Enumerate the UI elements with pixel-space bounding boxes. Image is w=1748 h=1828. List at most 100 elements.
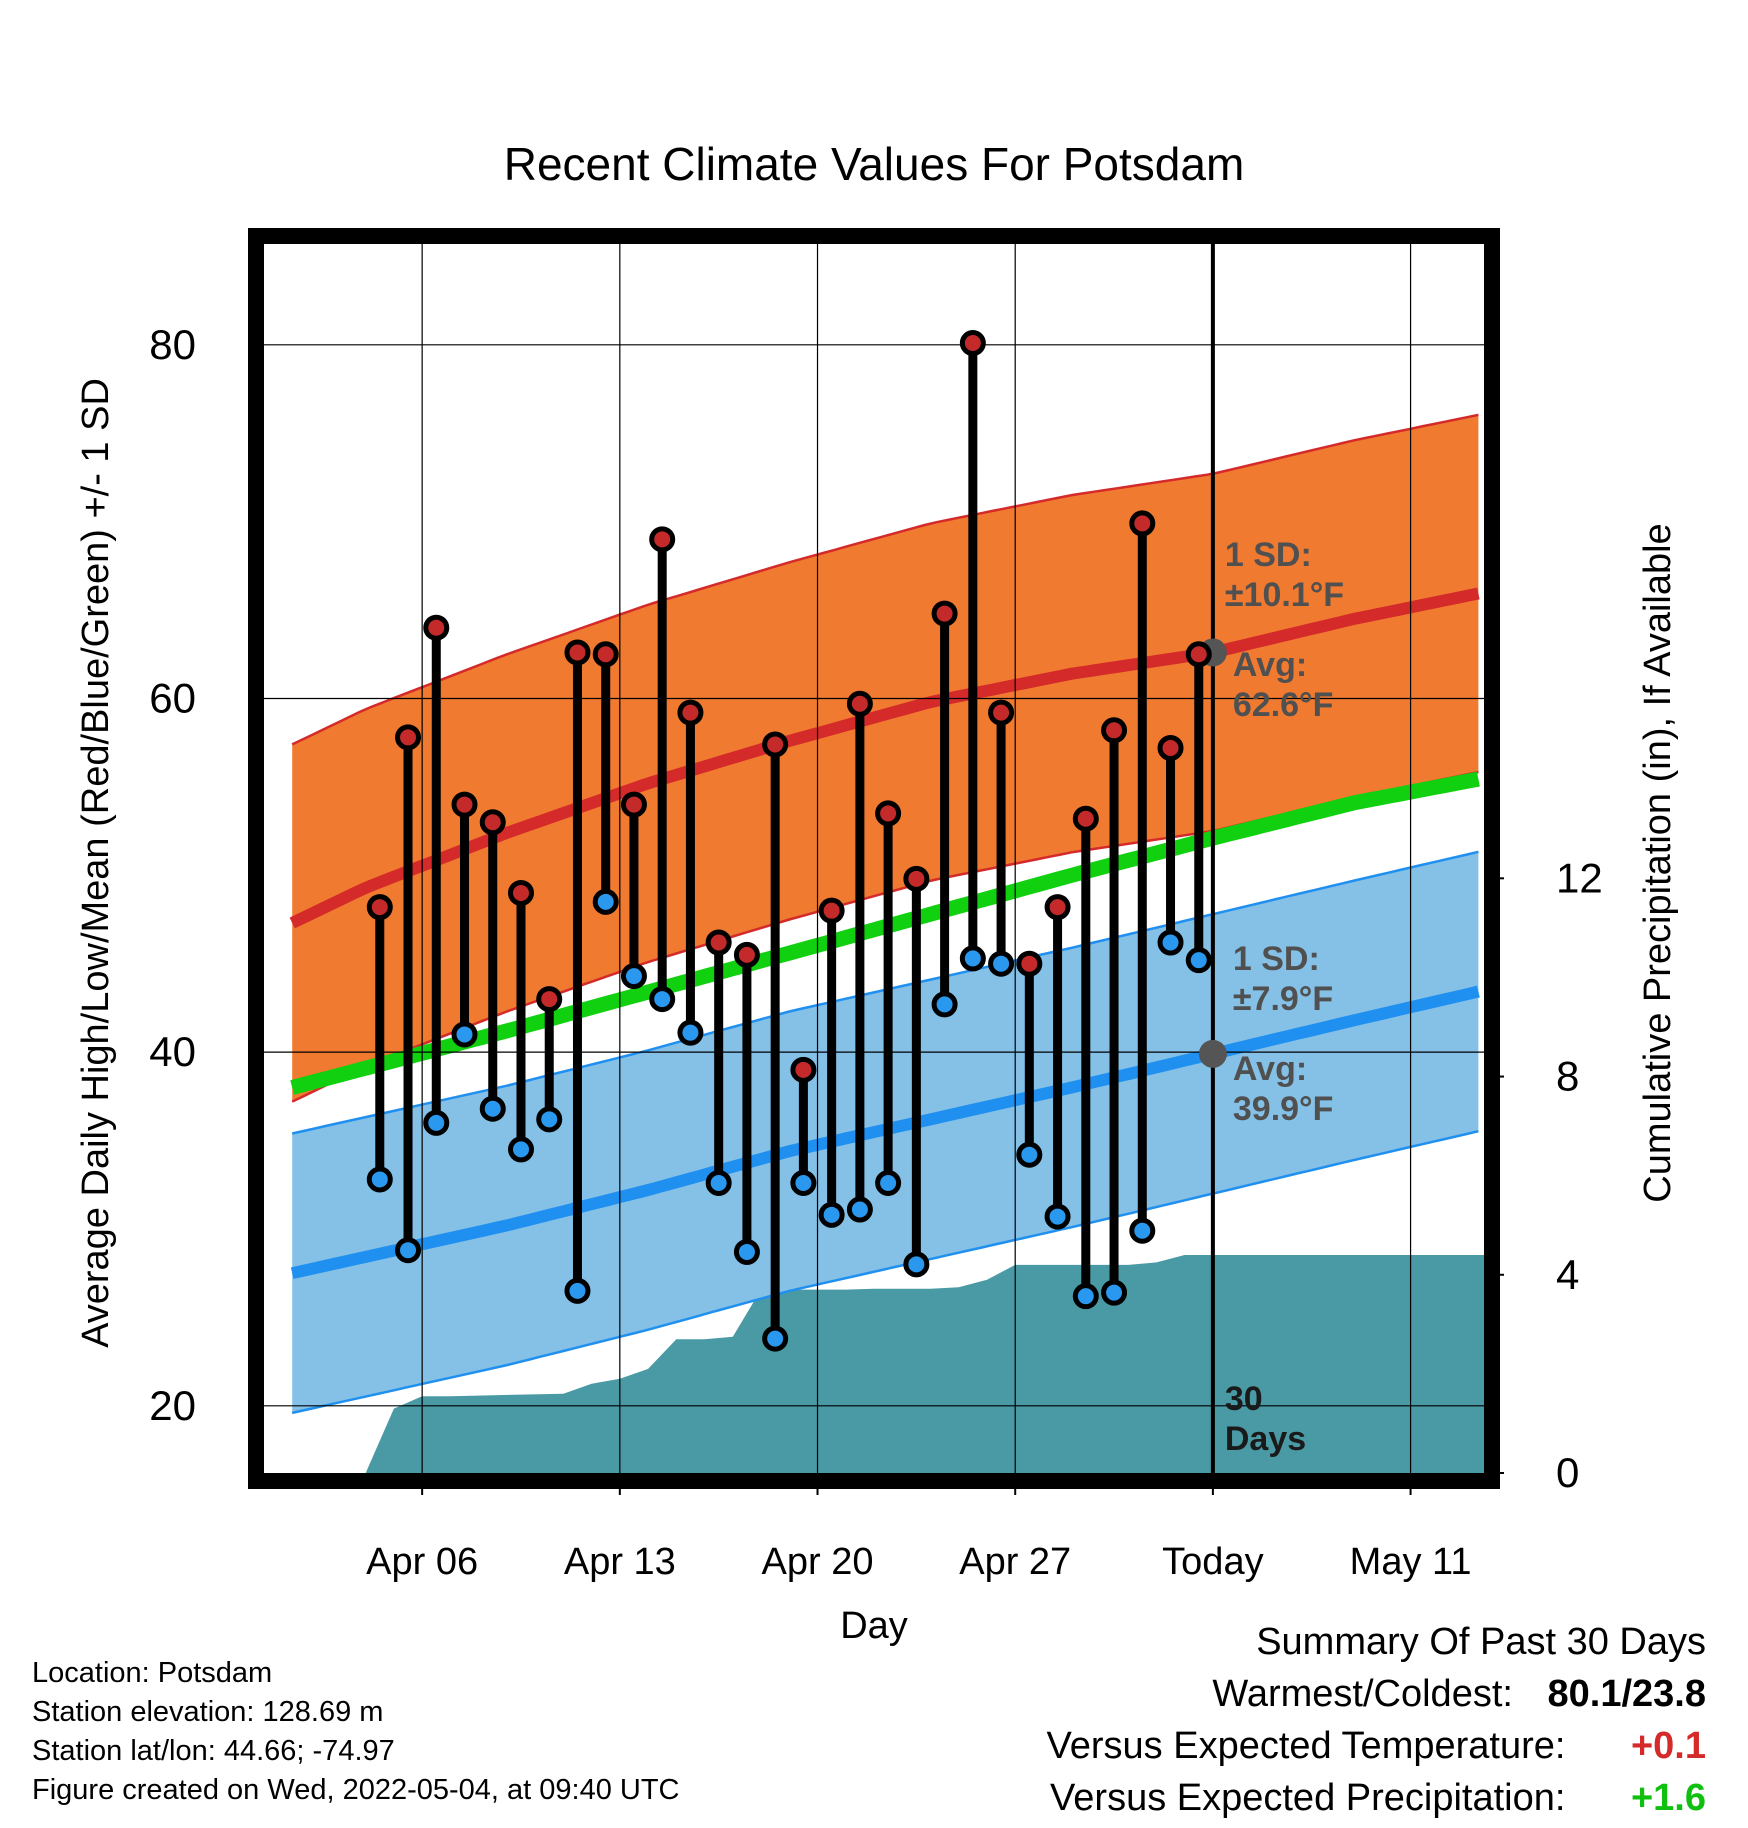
daily-low-point [762, 1325, 789, 1352]
daily-high-point [959, 330, 986, 357]
daily-low-point [733, 1238, 760, 1265]
x-tick-label: Apr 06 [366, 1541, 478, 1583]
y-right-tick-label: 4 [1556, 1251, 1579, 1298]
y-right-tick-label: 8 [1556, 1053, 1579, 1100]
daily-low-point [649, 986, 676, 1013]
daily-high-point [705, 929, 732, 956]
daily-high-point [762, 731, 789, 758]
window-annotation: 30 Days [1225, 1380, 1306, 1458]
daily-low-point [705, 1169, 732, 1196]
daily-high-point [988, 699, 1015, 726]
daily-low-point [790, 1169, 817, 1196]
daily-high-point [733, 941, 760, 968]
high-avg-annotation: Avg: 62.6°F [1233, 646, 1334, 724]
daily-low-point [507, 1136, 534, 1163]
footer-created: Figure created on Wed, 2022-05-04, at 09… [32, 1774, 680, 1806]
daily-high-point [395, 724, 422, 751]
y-right-tick-label: 12 [1556, 854, 1603, 901]
daily-low-point [564, 1277, 591, 1304]
summary-temp-row: Versus Expected Temperature: +0.1 [1047, 1720, 1706, 1772]
daily-low-point [423, 1109, 450, 1136]
daily-high-point [1016, 950, 1043, 977]
daily-low-point [677, 1019, 704, 1046]
y-axis-label-left: Average Daily High/Low/Mean (Red/Blue/Gr… [75, 378, 117, 1348]
daily-high-point [1185, 641, 1212, 668]
high-sd-annotation: 1 SD: ±10.1°F [1225, 536, 1344, 614]
y-left-tick-label: 80 [149, 321, 196, 368]
plot-area: 1 SD: ±10.1°F Avg: 62.6°F 1 SD: ±7.9°F Avg: 39.… [264, 244, 1484, 1473]
daily-high-point [479, 809, 506, 836]
y-left-tick-label: 60 [149, 674, 196, 721]
daily-low-point [988, 950, 1015, 977]
daily-high-point [1044, 894, 1071, 921]
y-axis-label-right: Cumulative Precipitation (in), If Availa… [1637, 523, 1679, 1202]
daily-low-point [1072, 1283, 1099, 1310]
chart-title: Recent Climate Values For Potsdam [504, 138, 1245, 190]
y-right-tick-label: 0 [1556, 1449, 1579, 1496]
daily-high-point [1072, 805, 1099, 832]
high-sd-band [292, 414, 1479, 1102]
daily-low-point [903, 1251, 930, 1278]
daily-low-point [1101, 1279, 1128, 1306]
daily-high-point [423, 614, 450, 641]
precip-area [365, 1255, 1484, 1473]
daily-high-point [1129, 510, 1156, 537]
daily-low-point [620, 963, 647, 990]
footer-location: Location: Potsdam [32, 1657, 273, 1689]
daily-low-point [1044, 1203, 1071, 1230]
daily-high-point [677, 699, 704, 726]
daily-high-point [931, 600, 958, 627]
daily-low-point [366, 1166, 393, 1193]
daily-high-point [875, 800, 902, 827]
daily-high-point [507, 879, 534, 906]
x-tick-label: Apr 13 [564, 1541, 676, 1583]
x-tick-label: Today [1162, 1541, 1263, 1583]
daily-low-point [1129, 1217, 1156, 1244]
daily-high-point [564, 639, 591, 666]
daily-high-point [818, 897, 845, 924]
daily-high-point [846, 690, 873, 717]
x-axis-label: Day [840, 1605, 908, 1647]
summary-warmest-value: 80.1/23.8 [1547, 1673, 1706, 1715]
daily-low-point [875, 1169, 902, 1196]
summary-precip-row: Versus Expected Precipitation: +1.6 [1047, 1772, 1706, 1824]
daily-low-point [1016, 1141, 1043, 1168]
daily-low-point [592, 888, 619, 915]
daily-low-point [536, 1106, 563, 1133]
daily-low-point [479, 1095, 506, 1122]
summary-warmest-label: Warmest/Coldest: [1212, 1673, 1513, 1715]
today-low-avg-marker [1198, 1039, 1227, 1068]
daily-high-point [1157, 734, 1184, 761]
x-tick-label: May 11 [1350, 1541, 1472, 1583]
high-band-upper-edge [291, 413, 1479, 746]
daily-low-point [818, 1201, 845, 1228]
daily-low-point [931, 991, 958, 1018]
daily-high-point [649, 526, 676, 553]
low-avg-annotation: Avg: 39.9°F [1233, 1050, 1334, 1128]
summary-temp-label: Versus Expected Temperature: [1046, 1725, 1566, 1767]
daily-high-point [366, 894, 393, 921]
y-left-tick-label: 40 [149, 1028, 196, 1075]
low-sd-annotation: 1 SD: ±7.9°F [1233, 940, 1333, 1018]
daily-high-point [536, 986, 563, 1013]
summary-temp-value: +0.1 [1630, 1725, 1706, 1767]
daily-low-point [846, 1196, 873, 1223]
summary-precip-value: +1.6 [1630, 1777, 1706, 1819]
daily-low-point [395, 1237, 422, 1264]
daily-high-point [903, 865, 930, 892]
footer-latlon: Station lat/lon: 44.66; -74.97 [32, 1735, 395, 1767]
summary-panel: Summary Of Past 30 Days Warmest/Coldest:… [1047, 1616, 1706, 1824]
summary-title: Summary Of Past 30 Days [1256, 1621, 1706, 1663]
daily-low-point [451, 1021, 478, 1048]
daily-high-point [1101, 717, 1128, 744]
daily-high-point [451, 791, 478, 818]
low-band-lower-edge [291, 1129, 1479, 1415]
summary-warmest-row: Warmest/Coldest: 80.1/23.8 [1047, 1668, 1706, 1720]
daily-low-point [1185, 947, 1212, 974]
daily-high-point [620, 791, 647, 818]
daily-high-point [790, 1056, 817, 1083]
summary-precip-label: Versus Expected Precipitation: [1050, 1777, 1566, 1819]
footer-info: Location: Potsdam Station elevation: 128… [32, 1654, 680, 1810]
y-left-tick-label: 20 [149, 1382, 196, 1429]
